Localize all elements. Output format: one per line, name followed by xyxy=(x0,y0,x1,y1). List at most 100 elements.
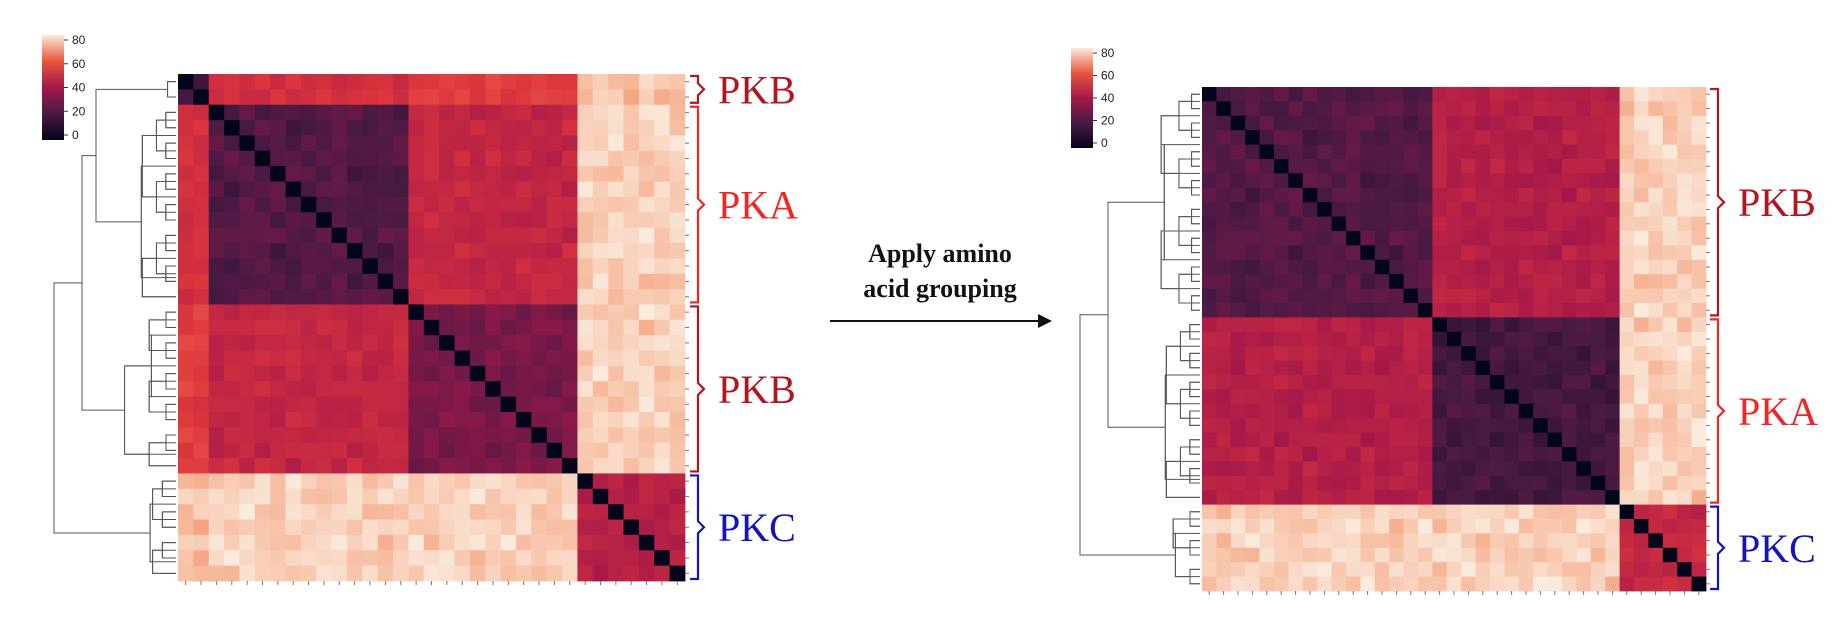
heatmap-cell xyxy=(1475,389,1491,405)
heatmap-cell xyxy=(1302,173,1318,189)
heatmap-cell xyxy=(469,550,486,567)
heatmap-cell xyxy=(623,227,640,244)
heatmap-cell xyxy=(654,335,671,351)
heatmap-cell xyxy=(1619,360,1635,376)
heatmap-cell xyxy=(1374,274,1390,289)
heatmap-cell xyxy=(1662,101,1678,117)
heatmap-cell xyxy=(1360,533,1376,549)
heatmap-cell xyxy=(193,212,210,229)
heatmap-cell xyxy=(1533,331,1548,347)
heatmap-cell xyxy=(1346,504,1361,520)
heatmap-cell xyxy=(1590,490,1606,505)
heatmap-cell xyxy=(1590,576,1606,592)
heatmap-cell xyxy=(1230,303,1246,318)
heatmap-cell xyxy=(270,258,286,275)
heatmap-cell xyxy=(1490,547,1505,563)
heatmap-cell xyxy=(1518,159,1534,174)
heatmap-cell xyxy=(608,304,624,321)
heatmap-cell xyxy=(316,243,333,259)
heatmap-cell xyxy=(1504,475,1520,491)
heatmap-cell xyxy=(178,243,194,259)
heatmap-cell xyxy=(331,181,348,198)
heatmap-cell xyxy=(592,212,609,229)
heatmap-cell xyxy=(393,166,409,182)
heatmap-cell xyxy=(1389,519,1404,534)
heatmap-cell xyxy=(500,534,517,551)
heatmap-cell xyxy=(1590,245,1606,261)
heatmap-cell xyxy=(1547,547,1563,563)
heatmap-cell xyxy=(638,335,655,351)
heatmap-cell xyxy=(408,289,425,305)
heatmap-cell xyxy=(362,550,379,567)
heatmap-cell xyxy=(546,519,563,536)
heatmap-cell xyxy=(1677,519,1692,534)
heatmap-cell xyxy=(1691,576,1707,592)
heatmap-cell xyxy=(1360,288,1376,304)
heatmap-cell xyxy=(1374,231,1390,246)
heatmap-cell xyxy=(316,150,333,167)
heatmap-cell xyxy=(1648,216,1664,232)
heatmap-cell xyxy=(546,227,563,244)
heatmap-cell xyxy=(1619,187,1635,203)
heatmap-cell xyxy=(1677,475,1692,491)
heatmap-cell xyxy=(1461,202,1476,217)
heatmap-cell xyxy=(1230,115,1246,131)
heatmap-cell xyxy=(1259,173,1275,189)
heatmap-cell xyxy=(300,412,317,428)
heatmap-cell xyxy=(178,488,194,505)
heatmap-cell xyxy=(1259,432,1275,448)
heatmap-cell xyxy=(1302,144,1318,160)
heatmap-cell xyxy=(1360,274,1376,289)
heatmap-cell xyxy=(408,150,425,167)
heatmap-cell xyxy=(1648,202,1664,217)
group-label-pkb: PKB xyxy=(1738,180,1816,225)
heatmap-cell xyxy=(224,350,240,367)
heatmap-cell xyxy=(1230,159,1246,174)
heatmap-cell xyxy=(1202,576,1217,592)
heatmap-cell xyxy=(1389,576,1404,592)
heatmap-cell xyxy=(439,473,455,490)
heatmap-cell xyxy=(362,335,379,351)
heatmap-cell xyxy=(1216,418,1232,433)
heatmap-cell xyxy=(1418,187,1433,203)
heatmap-cell xyxy=(239,488,256,505)
heatmap-cell xyxy=(1302,231,1318,246)
heatmap-cell xyxy=(669,534,686,551)
heatmap-cell xyxy=(1202,504,1217,520)
heatmap-cell xyxy=(1346,202,1361,217)
dendrogram-link xyxy=(140,165,143,279)
heatmap-cell xyxy=(423,473,440,490)
heatmap-cell xyxy=(454,74,471,90)
heatmap-cell xyxy=(316,412,333,428)
heatmap-cell xyxy=(1518,144,1534,160)
heatmap-cell xyxy=(669,150,686,167)
dendrogram-link xyxy=(1079,314,1176,556)
heatmap-cell xyxy=(1533,144,1548,160)
heatmap-cell xyxy=(423,166,440,182)
heatmap-cell xyxy=(1446,317,1462,333)
heatmap-cell xyxy=(1374,418,1390,433)
heatmap-cell xyxy=(393,150,409,167)
heatmap-cell xyxy=(546,565,563,582)
dendrogram-link xyxy=(1107,201,1166,428)
heatmap-cell xyxy=(623,120,640,136)
heatmap-cell xyxy=(500,196,517,213)
heatmap-cell xyxy=(285,150,302,167)
heatmap-cell xyxy=(347,212,363,229)
heatmap-cell xyxy=(377,227,394,244)
heatmap-cell xyxy=(1691,274,1707,289)
heatmap-cell xyxy=(408,166,425,182)
heatmap-cell xyxy=(331,166,348,182)
heatmap-cell xyxy=(669,104,686,121)
heatmap-cell xyxy=(254,534,271,551)
heatmap-cell xyxy=(1605,144,1620,160)
heatmap-cell xyxy=(1403,173,1419,189)
heatmap-cell xyxy=(1648,101,1664,117)
heatmap-cell xyxy=(623,150,640,167)
heatmap-cell xyxy=(439,442,455,459)
heatmap-cell xyxy=(1648,547,1664,563)
heatmap-cell xyxy=(1619,101,1635,117)
heatmap-cell xyxy=(224,365,240,382)
heatmap-cell xyxy=(1360,490,1376,505)
heatmap-cell xyxy=(1461,375,1476,390)
